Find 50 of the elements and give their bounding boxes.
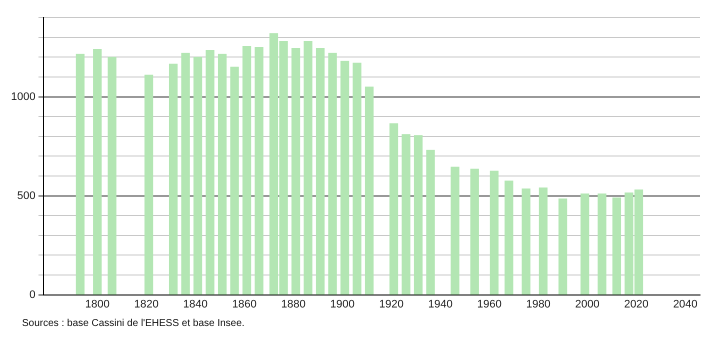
bar: [230, 66, 239, 295]
x-tick-label: 1800: [85, 298, 110, 310]
bar: [490, 170, 499, 295]
x-tick-label: 1880: [281, 298, 306, 310]
source-note: Sources : base Cassini de l'EHESS et base Insee.: [22, 318, 246, 329]
bar: [522, 188, 530, 295]
bar: [504, 180, 514, 295]
y-tick-label: 1000: [10, 90, 36, 103]
bar: [193, 56, 202, 295]
bar: [144, 74, 154, 295]
x-tick-label: 1920: [379, 298, 404, 310]
x-tick-label: 1860: [232, 298, 257, 310]
bar: [108, 56, 116, 295]
bar: [389, 123, 398, 295]
bar: [168, 64, 178, 295]
y-tick-label: 500: [17, 190, 36, 202]
bar: [580, 193, 590, 295]
bar: [402, 134, 410, 295]
bar: [316, 48, 325, 295]
bar: [352, 62, 362, 295]
bar: [254, 46, 264, 295]
bar: [612, 197, 622, 295]
bar: [93, 48, 102, 295]
x-tick-label: 1960: [477, 298, 502, 310]
x-tick-label: 1900: [330, 298, 355, 310]
bar: [450, 166, 460, 295]
bar: [598, 193, 606, 295]
bar: [426, 150, 435, 295]
bar: [76, 54, 85, 295]
bar: [538, 188, 548, 295]
bar: [470, 168, 479, 295]
bar: [414, 135, 423, 295]
bar: [242, 46, 252, 295]
x-tick-label: 1940: [428, 298, 453, 310]
x-tick-label: 1980: [526, 298, 551, 310]
bar: [181, 52, 190, 295]
bar: [340, 60, 350, 295]
bar: [328, 52, 337, 295]
x-tick-label: 2000: [575, 298, 600, 310]
bar: [558, 198, 568, 295]
bar: [364, 86, 374, 295]
bar: [206, 50, 214, 295]
x-tick-label: 2040: [673, 298, 698, 310]
x-tick-label: 1820: [134, 298, 159, 310]
x-tick-label: 1840: [183, 298, 208, 310]
bar: [218, 54, 227, 295]
bar: [291, 48, 300, 295]
bar: [304, 41, 312, 295]
y-tick-label: 0: [29, 288, 36, 301]
x-tick-label: 2020: [624, 298, 649, 310]
